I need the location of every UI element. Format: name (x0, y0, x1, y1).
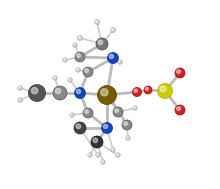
Circle shape (29, 84, 46, 101)
Circle shape (126, 136, 130, 140)
Circle shape (95, 20, 97, 22)
Circle shape (77, 54, 81, 57)
Circle shape (74, 122, 86, 134)
Circle shape (104, 90, 107, 93)
Circle shape (98, 40, 103, 45)
Circle shape (111, 28, 113, 30)
Circle shape (117, 153, 118, 155)
Circle shape (88, 153, 90, 155)
Circle shape (175, 68, 185, 78)
Circle shape (70, 113, 74, 117)
Circle shape (93, 138, 98, 143)
Circle shape (18, 98, 22, 102)
Circle shape (103, 124, 108, 129)
Circle shape (158, 84, 172, 98)
Circle shape (63, 58, 67, 62)
Circle shape (133, 106, 137, 110)
Circle shape (18, 87, 20, 88)
Circle shape (78, 36, 80, 38)
Circle shape (122, 120, 132, 130)
Circle shape (124, 122, 128, 125)
Circle shape (118, 60, 122, 64)
Circle shape (95, 19, 99, 25)
Circle shape (110, 28, 116, 33)
Circle shape (71, 114, 72, 115)
Circle shape (75, 52, 85, 62)
Circle shape (68, 78, 72, 82)
Circle shape (126, 136, 128, 138)
Circle shape (112, 149, 113, 150)
Circle shape (53, 76, 57, 80)
Circle shape (55, 88, 61, 94)
Circle shape (160, 86, 166, 92)
Circle shape (85, 110, 88, 114)
Circle shape (83, 108, 93, 118)
Circle shape (111, 148, 115, 152)
Circle shape (64, 59, 65, 60)
Circle shape (88, 153, 92, 157)
Circle shape (103, 89, 111, 97)
Circle shape (96, 153, 100, 157)
Circle shape (83, 67, 93, 77)
Circle shape (53, 77, 55, 78)
Circle shape (115, 109, 119, 112)
Circle shape (101, 89, 108, 96)
Circle shape (102, 160, 103, 162)
Circle shape (77, 36, 82, 40)
Circle shape (134, 89, 138, 92)
Circle shape (108, 53, 119, 64)
Circle shape (177, 107, 180, 111)
Circle shape (76, 68, 80, 72)
Circle shape (31, 87, 38, 94)
Circle shape (53, 86, 67, 100)
Circle shape (73, 43, 75, 45)
Circle shape (134, 107, 135, 108)
Circle shape (175, 105, 185, 115)
Circle shape (145, 87, 149, 90)
Circle shape (85, 69, 88, 73)
Circle shape (18, 86, 22, 90)
Circle shape (69, 79, 70, 80)
Circle shape (101, 122, 112, 133)
Circle shape (119, 60, 120, 62)
Circle shape (77, 69, 78, 70)
Circle shape (76, 89, 81, 94)
Circle shape (109, 54, 114, 59)
Circle shape (97, 85, 117, 105)
Circle shape (177, 70, 180, 74)
Circle shape (97, 153, 98, 155)
Circle shape (18, 98, 20, 100)
Circle shape (76, 124, 81, 129)
Circle shape (132, 88, 141, 97)
Circle shape (96, 38, 108, 50)
Circle shape (101, 160, 105, 164)
Circle shape (144, 86, 152, 94)
Circle shape (116, 153, 120, 157)
Circle shape (73, 43, 77, 47)
Circle shape (75, 88, 86, 98)
Circle shape (113, 107, 123, 117)
Circle shape (91, 136, 103, 148)
